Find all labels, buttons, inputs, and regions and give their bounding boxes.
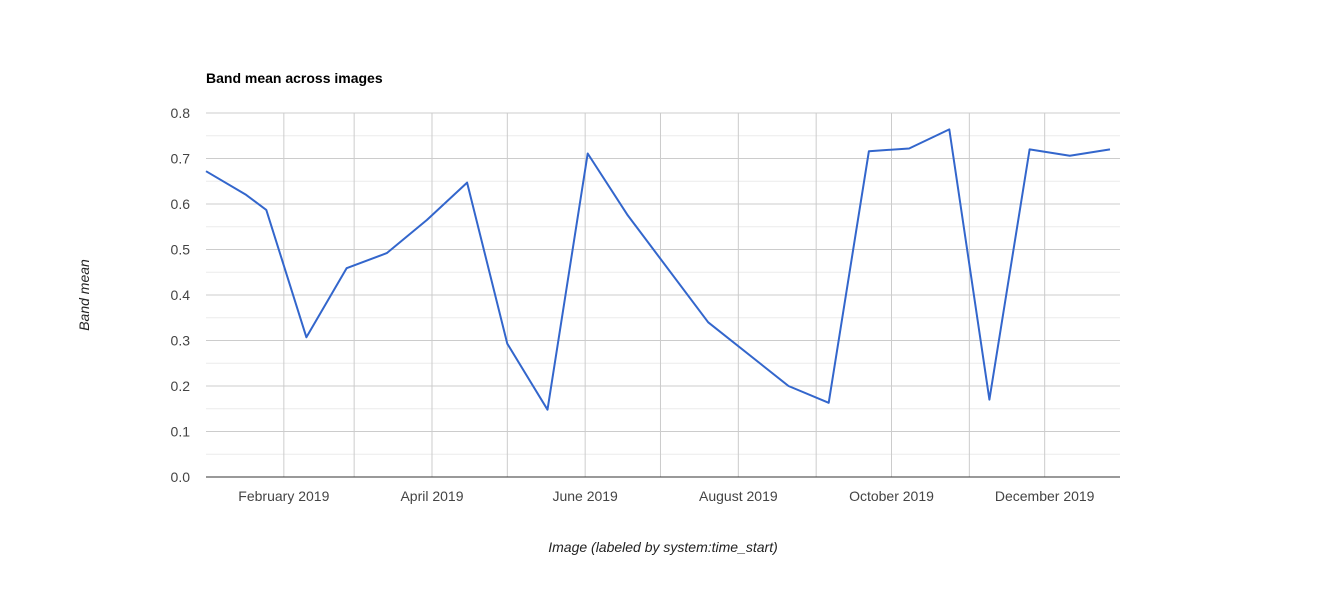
- gridlines: [206, 112, 1120, 477]
- data-point[interactable]: [543, 406, 551, 414]
- data-point[interactable]: [905, 144, 913, 152]
- data-point[interactable]: [1026, 145, 1034, 153]
- data-point[interactable]: [825, 399, 833, 407]
- series-layer: [202, 125, 1114, 414]
- x-axis-title: Image (labeled by system:time_start): [548, 539, 778, 555]
- data-point[interactable]: [343, 264, 351, 272]
- y-tick-label: 0.7: [171, 151, 191, 167]
- y-tick-label: 0.1: [171, 424, 191, 440]
- data-point[interactable]: [383, 249, 391, 257]
- x-tick-label: August 2019: [699, 488, 778, 504]
- y-axis-title: Band mean: [76, 259, 92, 331]
- data-point[interactable]: [1106, 145, 1114, 153]
- data-point[interactable]: [262, 206, 270, 214]
- data-point[interactable]: [704, 318, 712, 326]
- data-point[interactable]: [463, 179, 471, 187]
- series-line: [205, 128, 1111, 411]
- data-point[interactable]: [202, 167, 210, 175]
- y-tick-label: 0.5: [171, 242, 191, 258]
- x-tick-label: October 2019: [849, 488, 934, 504]
- data-point[interactable]: [985, 396, 993, 404]
- data-point[interactable]: [302, 333, 310, 341]
- data-point[interactable]: [242, 191, 250, 199]
- data-point[interactable]: [624, 211, 632, 219]
- y-axis-ticks: 0.0 0.1 0.2 0.3 0.4 0.5 0.6 0.7 0.8: [171, 105, 191, 485]
- data-point[interactable]: [503, 340, 511, 348]
- y-tick-label: 0.4: [171, 287, 191, 303]
- y-tick-label: 0.8: [171, 105, 191, 121]
- x-tick-label: June 2019: [552, 488, 618, 504]
- data-point[interactable]: [945, 125, 953, 133]
- x-tick-label: February 2019: [238, 488, 329, 504]
- data-point[interactable]: [584, 149, 592, 157]
- x-tick-label: April 2019: [400, 488, 463, 504]
- data-point[interactable]: [1066, 152, 1074, 160]
- data-point[interactable]: [785, 382, 793, 390]
- y-tick-label: 0.2: [171, 378, 191, 394]
- chart-title: Band mean across images: [206, 70, 383, 86]
- y-tick-label: 0.3: [171, 333, 191, 349]
- data-point[interactable]: [423, 216, 431, 224]
- data-point[interactable]: [865, 147, 873, 155]
- y-tick-label: 0.0: [171, 469, 191, 485]
- x-tick-label: December 2019: [995, 488, 1095, 504]
- y-tick-label: 0.6: [171, 196, 191, 212]
- x-axis-ticks: February 2019 April 2019 June 2019 August 2…: [238, 488, 1094, 504]
